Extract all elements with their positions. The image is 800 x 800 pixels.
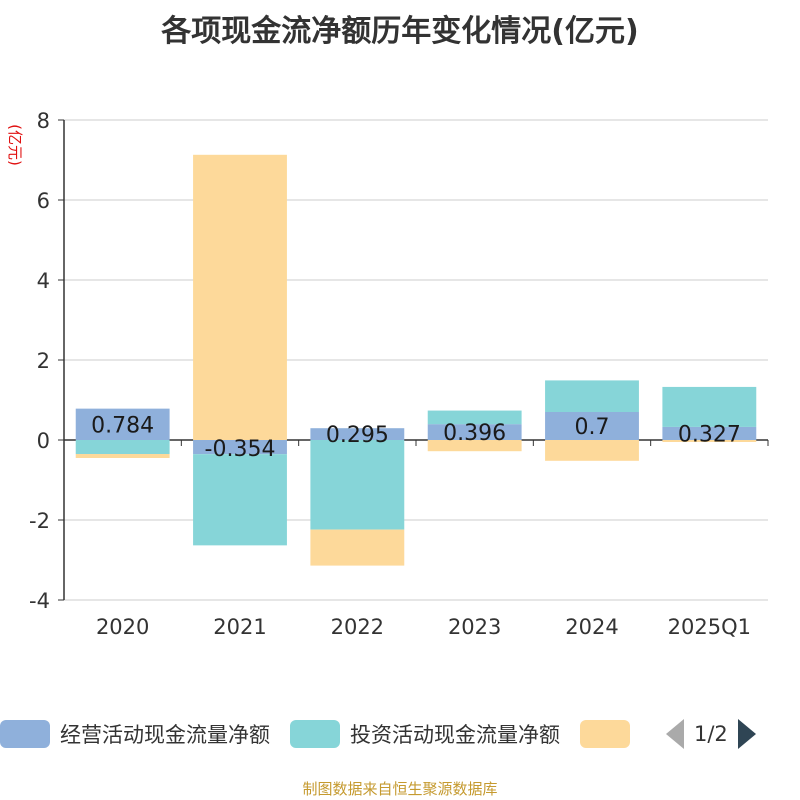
legend-label-operating: 经营活动现金流量净额 — [60, 723, 270, 747]
legend-item-operating[interactable]: 经营活动现金流量净额 — [0, 719, 270, 749]
chart-title: 各项现金流净额历年变化情况(亿元) — [161, 14, 639, 49]
bar-series3-2020 — [75, 454, 170, 458]
y-tick-label: 8 — [37, 109, 50, 133]
legend-prev-icon[interactable] — [666, 719, 684, 749]
data-label: -0.354 — [205, 437, 276, 462]
x-tick-label: 2022 — [331, 615, 384, 639]
bar-series2-2022 — [310, 440, 405, 530]
y-tick-label: 2 — [37, 349, 50, 373]
y-tick-label: 0 — [37, 429, 50, 453]
legend-pager: 1/2 — [666, 719, 756, 749]
bar-series3-2022 — [310, 529, 405, 566]
bar-series2-2021 — [193, 454, 287, 546]
legend-swatch-investing — [290, 720, 340, 748]
y-tick-label: 6 — [37, 189, 50, 213]
y-tick-label: -2 — [29, 509, 50, 533]
legend-page-indicator: 1/2 — [694, 722, 728, 746]
bar-series1-2025Q1 — [662, 426, 757, 440]
bar-series3-2024 — [545, 440, 639, 461]
bar-series2-2023 — [427, 410, 522, 425]
data-label: 0.396 — [443, 421, 506, 446]
legend-item-investing[interactable]: 投资活动现金流量净额 — [290, 719, 560, 749]
bar-series3-2025Q1 — [662, 440, 757, 442]
x-tick-label: 2021 — [213, 615, 266, 639]
source-footer: 制图数据来自恒生聚源数据库 — [302, 780, 498, 798]
y-axis-label: (亿元) — [6, 124, 24, 166]
bar-series3-2023 — [427, 440, 522, 452]
legend-swatch-operating — [0, 720, 50, 748]
data-label: 0.295 — [326, 423, 389, 448]
bar-series2-2025Q1 — [662, 386, 757, 427]
bar-series2-2024 — [545, 380, 639, 412]
y-tick-label: 4 — [37, 269, 50, 293]
x-tick-label: 2020 — [96, 615, 149, 639]
data-label: 0.7 — [575, 415, 610, 440]
legend-next-icon[interactable] — [737, 719, 756, 749]
bar-series1-2021 — [193, 440, 287, 455]
x-tick-label: 2024 — [565, 615, 618, 639]
data-label: 0.784 — [91, 413, 154, 438]
x-tick-label: 2025Q1 — [668, 615, 751, 639]
bar-series2-2020 — [75, 440, 170, 454]
bar-series1-2023 — [427, 424, 522, 440]
y-tick-label: -4 — [29, 589, 50, 613]
data-label: 0.327 — [678, 422, 741, 447]
bar-series3-2021 — [193, 154, 287, 441]
legend-swatch-third — [580, 720, 630, 748]
x-tick-label: 2023 — [448, 615, 501, 639]
bar-series1-2020 — [75, 408, 170, 440]
bar-chart: -4 -2 0 2 4 6 8 (亿元) 0.784 -0.354 0.295 0.396 0.7 0.3… — [6, 109, 769, 639]
legend: 经营活动现金流量净额 投资活动现金流量净额 1/2 — [0, 716, 756, 752]
bar-series1-2024 — [545, 412, 639, 440]
bar-series1-2022 — [310, 428, 405, 440]
legend-label-investing: 投资活动现金流量净额 — [350, 723, 560, 747]
legend-item-third[interactable] — [580, 720, 640, 748]
